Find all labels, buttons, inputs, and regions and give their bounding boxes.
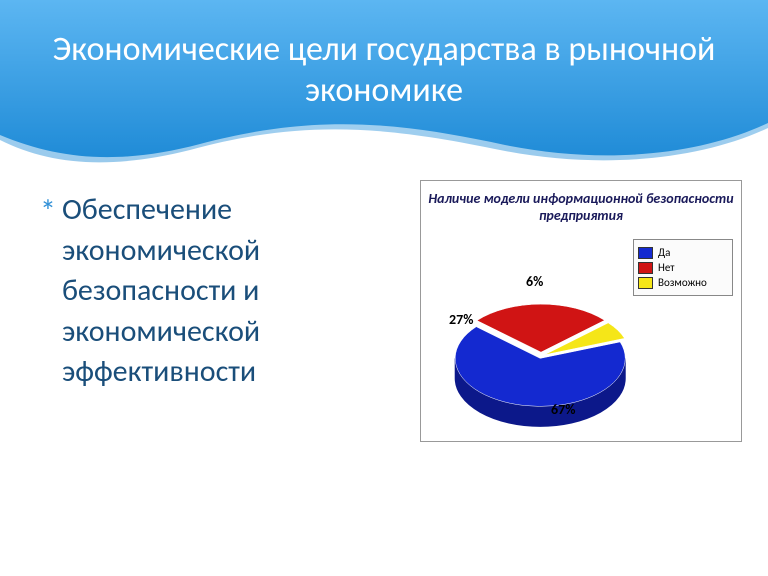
legend-item: Да bbox=[638, 246, 728, 259]
pct-label: 6% bbox=[526, 273, 543, 290]
header: Экономические цели государства в рыночно… bbox=[0, 0, 768, 180]
pie-chart-panel: Наличие модели информационной безопаснос… bbox=[420, 180, 742, 442]
pct-label: 67% bbox=[551, 401, 575, 418]
pct-label: 27% bbox=[449, 311, 473, 328]
slide: Экономические цели государства в рыночно… bbox=[0, 0, 768, 576]
legend-label: Возможно bbox=[658, 276, 707, 289]
legend-swatch-icon bbox=[638, 247, 653, 259]
pie-chart: 67% 27% 6% bbox=[431, 261, 641, 431]
legend-label: Да bbox=[658, 246, 670, 259]
bullet-item: * Обеспечение экономической безопасности… bbox=[40, 190, 390, 393]
bullet-text: Обеспечение экономической безопасности и… bbox=[62, 190, 390, 393]
chart-legend: Да Нет Возможно bbox=[633, 239, 733, 296]
body-text-block: * Обеспечение экономической безопасности… bbox=[40, 190, 390, 393]
legend-item: Возможно bbox=[638, 276, 728, 289]
chart-title: Наличие модели информационной безопаснос… bbox=[421, 191, 741, 225]
legend-item: Нет bbox=[638, 261, 728, 274]
legend-label: Нет bbox=[658, 261, 675, 274]
bullet-marker-icon: * bbox=[40, 196, 56, 228]
slide-title: Экономические цели государства в рыночно… bbox=[0, 30, 768, 112]
